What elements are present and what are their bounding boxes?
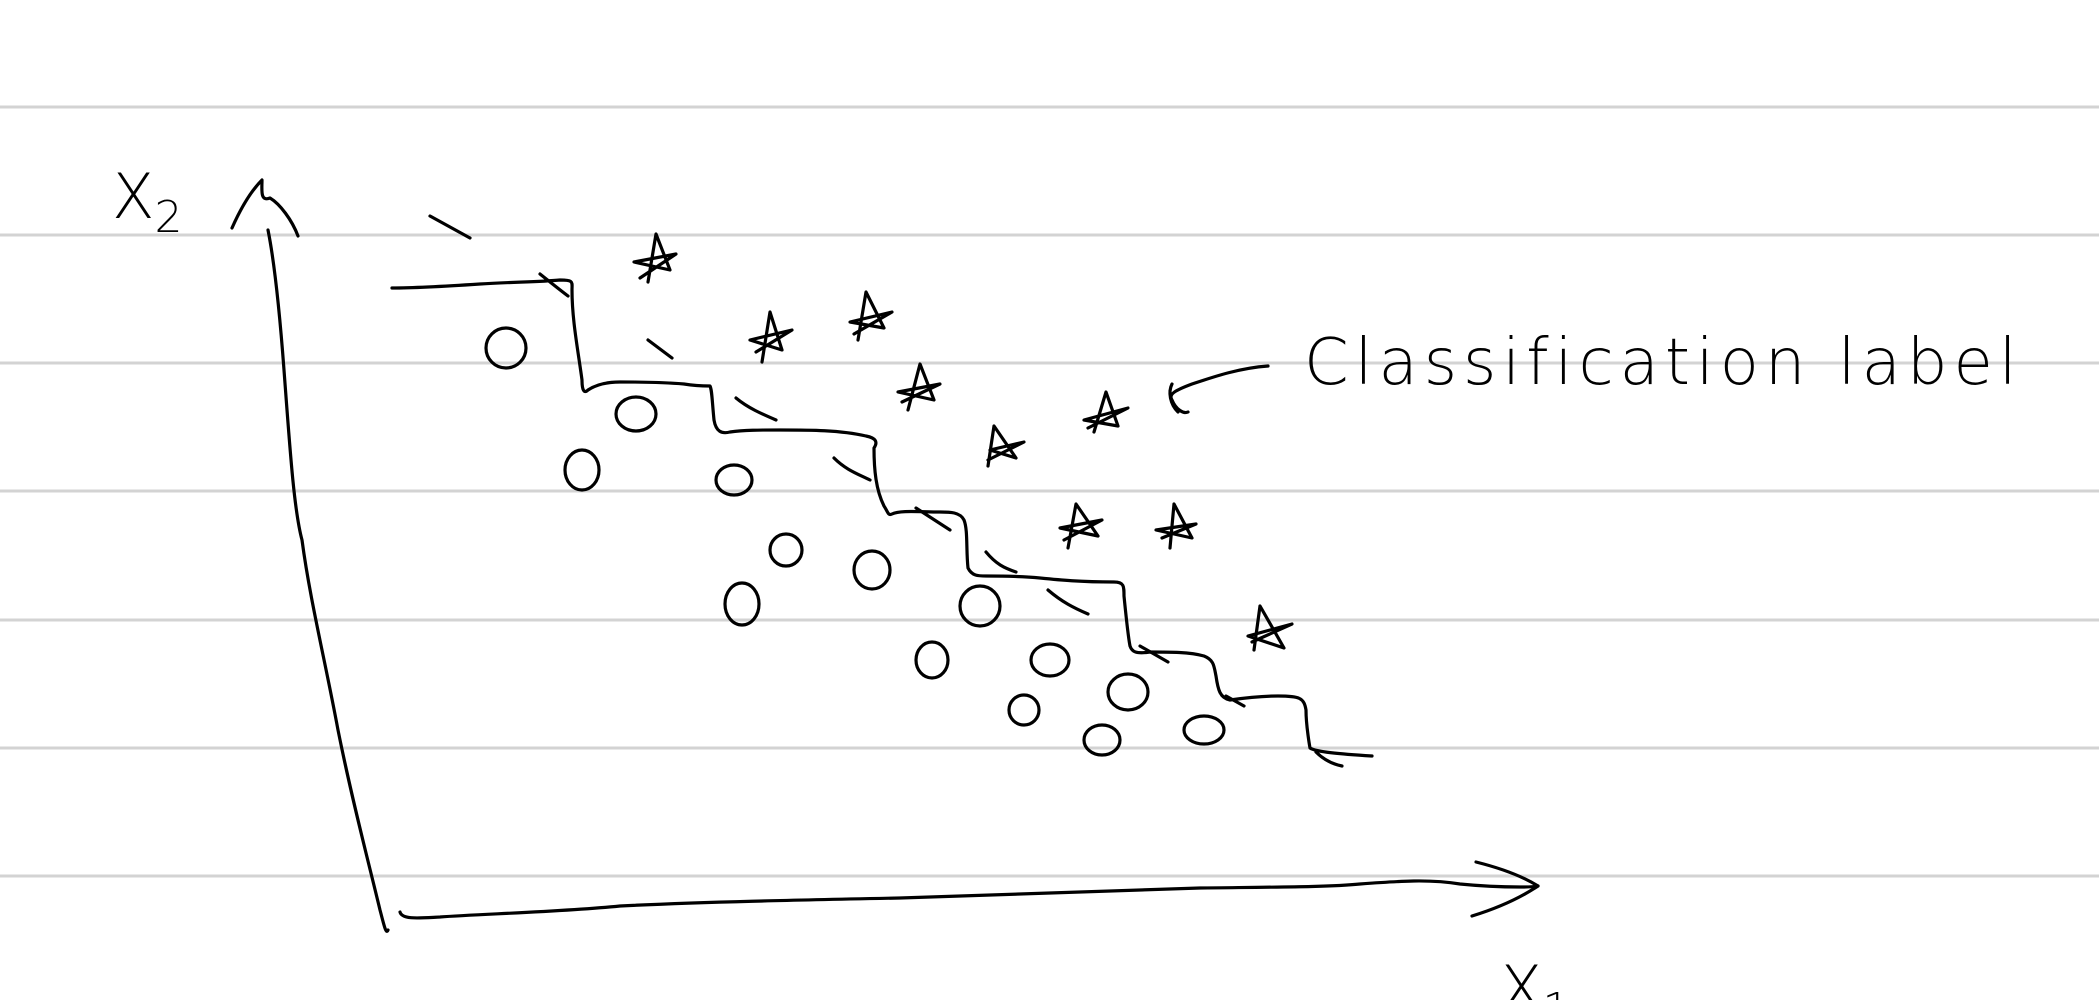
circle-point bbox=[852, 549, 892, 591]
circle-point bbox=[1007, 693, 1041, 727]
star-point bbox=[632, 232, 678, 284]
circle-point bbox=[614, 395, 658, 433]
boundary-dash bbox=[984, 550, 1018, 574]
star-point bbox=[748, 310, 794, 364]
boundary-dash bbox=[832, 456, 872, 482]
circle-point bbox=[723, 581, 761, 627]
boundary-dash bbox=[646, 338, 674, 360]
circle-point bbox=[714, 463, 754, 497]
circle-point bbox=[958, 584, 1002, 628]
y-axis bbox=[266, 228, 390, 933]
circle-class-points bbox=[484, 326, 1226, 757]
y-axis-arrowhead bbox=[230, 178, 300, 238]
boundary-dash bbox=[914, 506, 952, 532]
star-class-points bbox=[632, 232, 1294, 652]
circle-point bbox=[563, 448, 601, 492]
boundary-dash bbox=[428, 214, 472, 240]
circle-point bbox=[1082, 723, 1122, 757]
dashed-boundary bbox=[428, 214, 1344, 768]
decision-boundary bbox=[390, 278, 1374, 758]
circle-point bbox=[1106, 672, 1150, 712]
boundary-dash bbox=[538, 272, 570, 298]
star-point bbox=[848, 290, 894, 342]
notebook-rule-lines bbox=[0, 105, 2099, 878]
circle-point bbox=[914, 640, 950, 680]
annotation-label: Classification label bbox=[1304, 326, 2023, 400]
boundary-dash bbox=[1224, 694, 1246, 708]
boundary-dash bbox=[1138, 644, 1170, 664]
x-axis bbox=[398, 879, 1540, 920]
star-point bbox=[1058, 502, 1104, 550]
annotation-arrow bbox=[1169, 364, 1270, 415]
star-point bbox=[1246, 604, 1294, 652]
star-point bbox=[1082, 390, 1130, 434]
circle-point bbox=[1029, 642, 1071, 678]
star-point bbox=[896, 362, 942, 412]
star-point bbox=[986, 424, 1026, 468]
x-axis-arrowhead bbox=[1470, 860, 1540, 918]
circle-point bbox=[768, 532, 804, 568]
circle-point bbox=[484, 326, 528, 370]
star-point bbox=[1154, 502, 1198, 550]
boundary-dash bbox=[1314, 750, 1344, 768]
boundary-dash bbox=[1046, 588, 1090, 616]
circle-point bbox=[1182, 714, 1226, 746]
boundary-dash bbox=[734, 396, 778, 422]
annotation-arrow-tip bbox=[1168, 382, 1180, 414]
y-axis-label: X2 bbox=[112, 160, 182, 243]
x-axis-label: X1 bbox=[1500, 952, 1570, 1000]
